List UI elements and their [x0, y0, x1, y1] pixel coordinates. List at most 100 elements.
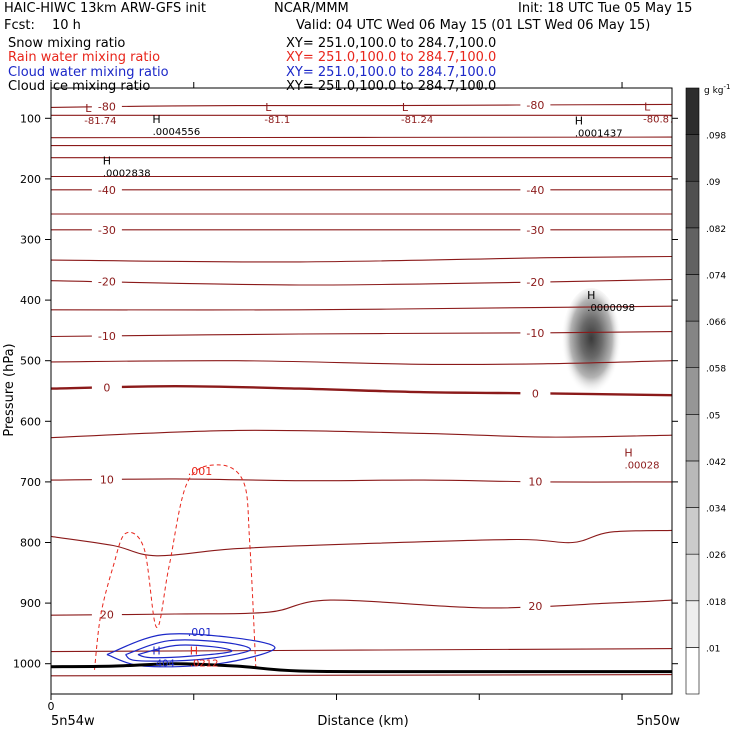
colorbar-swatch — [685, 414, 700, 462]
temperature-contour — [51, 384, 672, 397]
contour-label: 10 — [100, 474, 114, 487]
contour-label-bg — [520, 183, 551, 196]
colorbar-unit: g kg-1 — [704, 83, 730, 96]
extremum-value: .00028 — [625, 460, 660, 471]
extremum-value: -81.74 — [84, 116, 116, 127]
colorbar-swatch — [685, 647, 700, 695]
contour-label-bg — [91, 381, 122, 394]
y-tick-label: 1000 — [13, 658, 41, 671]
temperature-contour — [51, 103, 672, 108]
cloud-water-contour-label: .001 — [188, 626, 213, 639]
temperature-contour — [51, 278, 672, 286]
y-tick-label: 500 — [20, 355, 41, 368]
extremum-mark: H — [575, 114, 583, 127]
extremum-mark: H — [624, 446, 632, 459]
colorbar-swatch — [685, 274, 700, 322]
contour-label-bg — [91, 608, 122, 621]
contour-label-bg — [91, 100, 122, 113]
colorbar-swatch — [685, 320, 700, 368]
model-title: HAIC-HIWC 13km ARW-GFS init — [4, 1, 206, 16]
colorbar-label: .026 — [706, 551, 726, 561]
colorbar-swatch — [685, 460, 700, 508]
contour-label: -40 — [526, 184, 544, 197]
colorbar-label: .034 — [706, 505, 726, 515]
y-tick-label: 900 — [20, 597, 41, 610]
y-tick-label: 100 — [20, 112, 41, 125]
org-title: NCAR/MMM — [274, 1, 349, 16]
extremum-mark: L — [402, 101, 409, 114]
contour-label: 10 — [528, 476, 542, 489]
contour-label: 20 — [100, 609, 114, 622]
field-xy-cloud-water: XY= 251.0,100.0 to 284.7,100.0 — [286, 65, 497, 80]
colorbar-label: .082 — [706, 225, 726, 235]
y-tick-label: 400 — [20, 294, 41, 307]
y-tick-label: 700 — [20, 476, 41, 489]
temperature-contour — [51, 529, 672, 557]
temperature-contour — [51, 478, 672, 483]
colorbar-label: .066 — [706, 318, 726, 328]
contour-label-bg — [520, 223, 551, 236]
rain-contour — [94, 464, 257, 670]
contour-label: 0 — [103, 381, 110, 394]
x-end-left-label: 5n54w — [51, 714, 95, 729]
colorbar-label: .074 — [706, 271, 726, 281]
extremum-mark: H — [103, 154, 111, 167]
y-axis-title: Pressure (hPa) — [2, 343, 17, 436]
contour-label: -40 — [98, 184, 116, 197]
colorbar-swatch — [685, 367, 700, 415]
colorbar-label: .042 — [706, 458, 726, 468]
contour-label-bg — [520, 276, 551, 289]
contour-label-bg — [520, 98, 551, 111]
contour-label: -10 — [98, 330, 116, 343]
contour-label: 0 — [532, 387, 539, 400]
temperature-contour — [51, 674, 672, 677]
colorbar-label: .01 — [706, 644, 720, 654]
contour-label: -80 — [526, 99, 544, 112]
extremum-value: -81.1 — [264, 115, 290, 126]
contour-label-bg — [91, 329, 122, 342]
rain-contour-label: .001 — [188, 465, 213, 478]
terrain-line — [51, 662, 672, 674]
extremum-value: -81.24 — [401, 115, 433, 126]
extremum-value: .0004556 — [153, 127, 201, 138]
colorbar-swatch — [685, 553, 700, 602]
field-name-snow: Snow mixing ratio — [8, 36, 126, 51]
plot-frame — [50, 87, 673, 695]
snow-shading — [561, 287, 622, 401]
fcst-label: Fcst: — [4, 18, 35, 33]
temperature-contour — [51, 360, 672, 366]
colorbar-swatch — [685, 507, 700, 555]
temperature-contour — [51, 648, 672, 653]
colorbar-label: .018 — [706, 598, 726, 608]
contour-label-bg — [520, 600, 551, 613]
colorbar-label: .058 — [706, 365, 726, 375]
fcst-value: 10 h — [52, 18, 81, 33]
contour-label: -80 — [98, 101, 116, 114]
contour-label-bg — [91, 223, 122, 236]
field-xy-cloud-ice: XY= 251.0,100.0 to 284.7,100.0 — [286, 79, 497, 94]
colorbar-unit-text: g kg — [704, 86, 724, 96]
extremum-value: .404 — [153, 659, 175, 670]
temperature-contour — [51, 255, 672, 263]
colorbar-label: .05 — [706, 411, 720, 421]
x-axis-title: Distance (km) — [317, 714, 408, 729]
temperature-contour — [51, 331, 672, 338]
x-tick-start: 0 — [48, 700, 55, 713]
extremum-value: .0001437 — [575, 128, 623, 139]
colorbar-swatch — [685, 134, 700, 182]
y-tick-label: 800 — [20, 537, 41, 550]
extremum-mark: L — [265, 101, 272, 114]
temperature-contour — [51, 136, 672, 139]
field-name-rain: Rain water mixing ratio — [8, 50, 161, 65]
temperature-contour — [51, 599, 672, 616]
colorbar-unit-exp: -1 — [724, 83, 731, 91]
y-tick-label: 300 — [20, 234, 41, 247]
extremum-value: .0002838 — [103, 168, 151, 179]
extremum-mark: H — [152, 645, 160, 658]
valid-time: Valid: 04 UTC Wed 06 May 15 (01 LST Wed … — [296, 18, 651, 33]
colorbar-swatch — [685, 227, 700, 275]
contour-label: -10 — [526, 327, 544, 340]
extremum-mark: L — [85, 102, 92, 115]
colorbar-swatch — [685, 180, 700, 229]
